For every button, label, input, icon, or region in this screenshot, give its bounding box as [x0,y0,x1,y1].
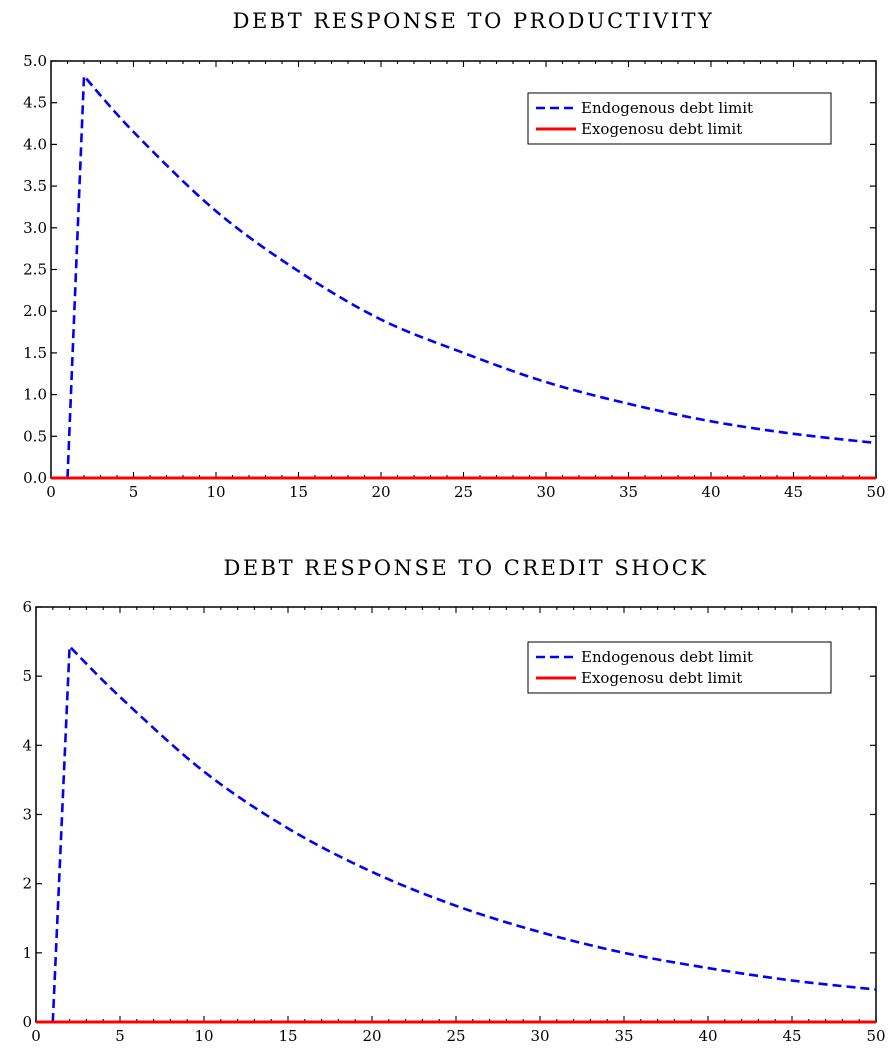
x-tick-label: 5 [115,1027,125,1045]
x-tick-label: 45 [782,1027,801,1045]
chart-panel-1: DEBT RESPONSE TO PRODUCTIVITY 0.0 0.5 1.0 1.… [23,9,885,501]
legend: Endogenous debt limit Exogenosu debt limi… [527,641,832,694]
x-tick-label: 40 [701,483,720,501]
legend-box [527,641,832,694]
y-tick-label: 0.0 [23,469,47,487]
x-tick-label: 10 [194,1027,213,1045]
x-tick-label: 25 [446,1027,465,1045]
y-tick-label: 2.0 [23,302,47,320]
y-tick-label: 1.5 [23,344,47,362]
series-line-endogenous [51,643,877,1023]
legend-label: Exogenosu debt limit [581,120,742,138]
x-tick-label: 20 [362,1027,381,1045]
x-tick-label: 5 [129,483,139,501]
x-tick-label: 25 [454,483,473,501]
x-tick-label: 45 [784,483,803,501]
y-tick-label: 5 [22,667,32,685]
legend-box [527,92,832,145]
y-tick-label: 2 [22,875,32,893]
x-tick-label: 15 [289,483,308,501]
x-tick-label: 35 [619,483,638,501]
legend-label: Exogenosu debt limit [581,669,742,687]
y-tick-label: 5.0 [23,52,47,70]
chart-title: DEBT RESPONSE TO CREDIT SHOCK [223,556,708,580]
x-tick-label: 30 [530,1027,549,1045]
y-tick-label: 2.5 [23,261,47,279]
y-tick-label: 1 [22,944,32,962]
x-tick-label: 50 [866,483,885,501]
legend-label: Endogenous debt limit [581,99,753,117]
x-tick-label: 50 [866,1027,885,1045]
x-tick-label: 35 [614,1027,633,1045]
legend-label: Endogenous debt limit [581,648,753,666]
x-tick-label: 30 [536,483,555,501]
x-tick-label: 15 [278,1027,297,1045]
y-tick-label: 4.0 [23,135,47,153]
y-tick-label: 3.5 [23,177,47,195]
x-tick-label: 20 [371,483,390,501]
y-tick-label: 6 [22,598,32,616]
x-tick-label: 0 [31,1027,41,1045]
legend: Endogenous debt limit Exogenosu debt limi… [527,92,832,145]
chart-title: DEBT RESPONSE TO PRODUCTIVITY [233,9,715,33]
y-tick-label: 4 [22,736,32,754]
y-tick-label: 4.5 [23,94,47,112]
y-tick-label: 1.0 [23,386,47,404]
y-tick-label: 0 [22,1013,32,1031]
series-line-endogenous [66,72,877,479]
y-tick-label: 3 [22,806,32,824]
x-tick-label: 10 [206,483,225,501]
x-tick-label: 0 [46,483,56,501]
y-tick-label: 0.5 [23,427,47,445]
x-tick-label: 40 [698,1027,717,1045]
y-tick-label: 3.0 [23,219,47,237]
